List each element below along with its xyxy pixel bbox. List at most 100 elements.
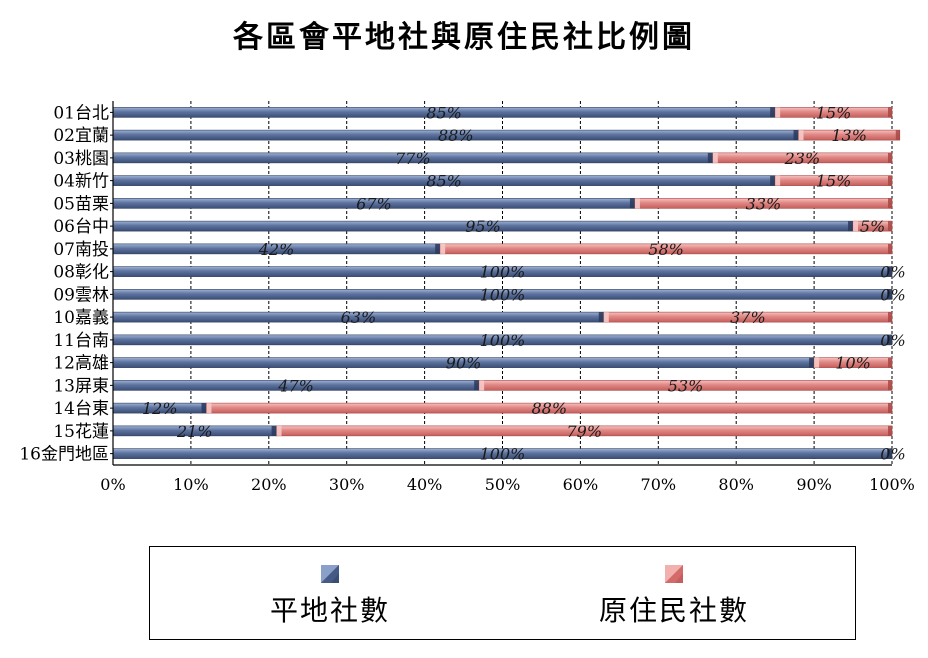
- bar-series-2-cap: [775, 175, 781, 186]
- bar-series-2-cap: [775, 107, 781, 118]
- bar-series-2-end: [888, 198, 892, 209]
- y-tick-label: 06台中: [53, 217, 109, 237]
- x-tick-label: 40%: [407, 475, 443, 494]
- bar-series-2-end: [888, 403, 892, 414]
- y-tick-label: 01台北: [53, 103, 109, 123]
- bar-series-1-cap: [707, 152, 713, 163]
- data-label-series-1: 88%: [438, 126, 474, 145]
- bar-series-2-end: [888, 425, 892, 436]
- y-tick-label: 04新竹: [53, 172, 109, 192]
- x-tick-label: 50%: [485, 475, 521, 494]
- legend-item-series-1: 平地社數: [230, 565, 430, 629]
- bar-series-2-cap: [798, 130, 804, 141]
- data-label-series-2: 15%: [816, 172, 852, 191]
- data-label-series-1: 100%: [480, 331, 526, 350]
- bar-series-1-cap: [848, 221, 854, 232]
- data-label-series-2: 23%: [784, 149, 821, 168]
- data-label-series-2: 15%: [816, 103, 852, 122]
- bar-series-1-cap: [809, 357, 815, 368]
- y-tick-label: 13屏東: [53, 376, 109, 396]
- bar-series-1-cap: [770, 175, 776, 186]
- bar-series-2-cap: [479, 380, 485, 391]
- data-label-series-2: 33%: [746, 194, 782, 213]
- bar-series-1-cap: [770, 107, 776, 118]
- y-tick-label: 03桃園: [53, 149, 109, 169]
- x-tick-label: 30%: [329, 475, 365, 494]
- data-label-series-2: 13%: [831, 126, 867, 145]
- bar-series-2-cap: [276, 425, 282, 436]
- y-tick-label: 12高雄: [53, 354, 109, 374]
- bar-series-2-cap: [603, 312, 609, 323]
- data-label-series-2: 53%: [668, 376, 704, 395]
- bar-series-2-end: [888, 357, 892, 368]
- y-tick-label: 09雲林: [53, 285, 109, 305]
- x-tick-label: 60%: [563, 475, 599, 494]
- y-tick-label: 16金門地區: [19, 445, 109, 465]
- bar-series-1-cap: [474, 380, 480, 391]
- bar-series-2-cap: [814, 357, 820, 368]
- bar-series-2-end: [895, 130, 900, 141]
- data-label-series-1: 77%: [395, 149, 431, 168]
- y-tick-label: 02宜蘭: [53, 126, 109, 146]
- data-label-series-2: 58%: [648, 240, 684, 259]
- data-label-series-1: 63%: [341, 308, 377, 327]
- data-label-series-2: 0%: [880, 445, 905, 464]
- bar-series-2-end: [888, 175, 892, 186]
- bar-series-2-cap: [440, 243, 446, 254]
- data-label-series-2: 79%: [567, 422, 603, 441]
- data-label-series-2: 0%: [880, 285, 905, 304]
- bar-series-1-cap: [629, 198, 635, 209]
- bar-series-1-cap: [598, 312, 604, 323]
- bar-series-2-cap: [634, 198, 640, 209]
- bar-series-1-cap: [887, 448, 892, 459]
- x-tick-label: 80%: [718, 475, 754, 494]
- bar-series-2-cap: [853, 221, 859, 232]
- bar-series-1-cap: [887, 334, 892, 345]
- y-tick-label: 11台南: [53, 331, 109, 351]
- axis-layer: 0% 10% 20% 30% 40% 50% 60% 70% 80% 90% 100% 01台北 02宜…: [19, 101, 915, 494]
- bar-series-1-cap: [271, 425, 277, 436]
- legend: 平地社數 原住民社數: [149, 546, 856, 640]
- data-label-series-1: 100%: [480, 263, 526, 282]
- data-label-series-1: 47%: [277, 376, 314, 395]
- y-tick-label: 15花蓮: [53, 422, 109, 442]
- bar-series-2-end: [888, 221, 892, 232]
- stacked-bar-chart: 0% 10% 20% 30% 40% 50% 60% 70% 80% 90% 100% 01台北 02宜…: [19, 101, 915, 494]
- chart-title: 各區會平地社與原住民社比例圖: [233, 20, 695, 55]
- data-label-series-1: 85%: [426, 103, 462, 122]
- x-tick-label: 100%: [869, 475, 915, 494]
- labels-layer: 85% 15% 88% 13% 77% 23% 85% 15% 67% 33% 95% 5% 42% 58…: [142, 103, 906, 463]
- bar-series-1-cap: [201, 403, 207, 414]
- legend-label-series-1: 平地社數: [269, 594, 390, 627]
- data-label-series-1: 12%: [142, 399, 178, 418]
- y-tick-label: 10嘉義: [53, 308, 109, 328]
- data-label-series-1: 42%: [258, 240, 295, 259]
- data-label-series-2: 5%: [860, 217, 885, 236]
- bar-series-2-end: [888, 107, 892, 118]
- data-label-series-1: 21%: [176, 422, 213, 441]
- data-label-series-2: 88%: [531, 399, 567, 418]
- data-label-series-1: 67%: [356, 194, 392, 213]
- legend-swatch-series-1: [321, 565, 339, 583]
- x-tick-label: 70%: [641, 475, 677, 494]
- data-label-series-1: 90%: [446, 354, 482, 373]
- data-label-series-1: 100%: [480, 445, 526, 464]
- x-tick-label: 0%: [100, 475, 125, 494]
- data-label-series-1: 100%: [480, 285, 526, 304]
- y-tick-label: 14台東: [53, 399, 109, 419]
- y-tick-label: 05苗栗: [53, 194, 109, 214]
- legend-item-series-2: 原住民社數: [574, 565, 774, 629]
- legend-label-series-2: 原住民社數: [598, 594, 749, 627]
- data-label-series-1: 95%: [465, 217, 501, 236]
- bar-series-1-cap: [887, 289, 892, 300]
- bar-series-2-end: [888, 152, 892, 163]
- bar-series-2-end: [888, 243, 892, 254]
- bar-series-2-cap: [712, 152, 718, 163]
- bar-series-2-end: [888, 380, 892, 391]
- y-tick-label: 08彰化: [53, 263, 109, 283]
- data-label-series-1: 85%: [426, 172, 462, 191]
- data-label-series-2: 0%: [880, 263, 905, 282]
- bar-series-1-cap: [435, 243, 441, 254]
- y-tick-label: 07南投: [53, 240, 109, 260]
- legend-swatch-series-2: [665, 565, 683, 583]
